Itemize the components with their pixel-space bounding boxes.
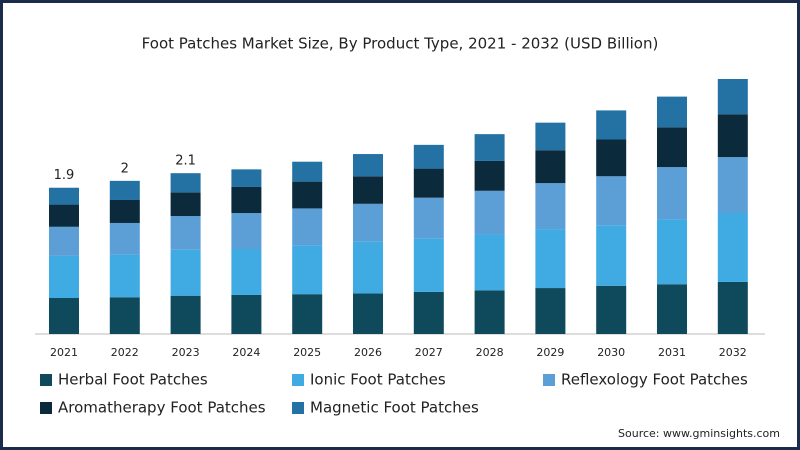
bar-segment	[596, 110, 627, 140]
bar-segment	[657, 96, 687, 128]
bar-segment	[170, 216, 201, 250]
bar-segment	[49, 298, 79, 334]
bar-segment	[717, 79, 748, 115]
legend-swatch	[292, 374, 304, 386]
bar-segment	[474, 190, 505, 235]
x-tick-label: 2030	[597, 346, 625, 359]
bar-segment	[657, 284, 687, 334]
bar-segment	[353, 241, 383, 294]
legend-label: Magnetic Foot Patches	[310, 399, 479, 417]
bar-segment	[231, 169, 262, 187]
bar-segment	[413, 197, 444, 239]
bar-segment	[109, 222, 140, 255]
bar-segment	[49, 204, 79, 227]
x-tick-label: 2023	[172, 346, 200, 359]
bar-segment	[717, 114, 748, 158]
bar-segment	[170, 295, 201, 334]
bar-segment	[49, 255, 79, 299]
bar-segment	[474, 290, 505, 334]
bar-segment	[353, 293, 383, 334]
x-tick-label: 2032	[719, 346, 747, 359]
total-label: 2.1	[175, 154, 196, 169]
bar-segment	[657, 167, 687, 220]
bar-segment	[353, 176, 383, 204]
bar-segment	[717, 281, 748, 334]
bar-segment	[231, 213, 262, 249]
bar-segment	[109, 254, 140, 298]
bar-segment	[535, 122, 566, 151]
bar-segment	[535, 288, 566, 334]
legend-swatch	[40, 402, 52, 414]
x-tick-label: 2026	[354, 346, 382, 359]
legend-label: Ionic Foot Patches	[310, 371, 446, 389]
bar-segment	[596, 285, 627, 334]
bar-segment	[170, 249, 201, 296]
bar-segment	[413, 168, 444, 198]
bar-segment	[474, 234, 505, 291]
legend-label: Aromatherapy Foot Patches	[58, 399, 266, 417]
bar-segment	[657, 219, 687, 285]
bar-segment	[231, 294, 262, 334]
x-tick-label: 2022	[111, 346, 139, 359]
bar-segment	[170, 192, 201, 217]
x-tick-label: 2021	[50, 346, 78, 359]
bar-segment	[596, 176, 627, 226]
bar-segment	[535, 229, 566, 289]
bar-segment	[535, 150, 566, 184]
bar-segment	[596, 225, 627, 286]
bar-segment	[109, 199, 140, 223]
bar-segment	[292, 208, 323, 246]
bar-segment	[413, 291, 444, 334]
x-tick-label: 2028	[476, 346, 504, 359]
total-label: 1.9	[54, 168, 75, 183]
bar-segment	[413, 238, 444, 292]
x-tick-label: 2024	[232, 346, 260, 359]
bar-segment	[474, 160, 505, 191]
bar-segment	[231, 186, 262, 214]
legend-label: Reflexology Foot Patches	[561, 371, 748, 389]
bar-segment	[717, 157, 748, 214]
bar-segment	[474, 134, 505, 161]
bar-segment	[657, 127, 687, 168]
bar-segment	[170, 173, 201, 193]
bar-segment	[292, 161, 323, 182]
bar-segment	[292, 294, 323, 334]
bar-segment	[109, 180, 140, 200]
x-tick-label: 2025	[293, 346, 321, 359]
bar-segment	[109, 297, 140, 334]
bar-segment	[535, 183, 566, 230]
bar-segment	[353, 154, 383, 177]
source: Source: www.gminsights.com	[618, 427, 780, 440]
bar-segment	[596, 139, 627, 177]
bar-segment	[292, 245, 323, 295]
chart-title: Foot Patches Market Size, By Product Typ…	[142, 35, 659, 53]
bar-segment	[717, 213, 748, 282]
bar-segment	[49, 187, 79, 205]
bar-segment	[413, 144, 444, 169]
bar-segment	[292, 181, 323, 209]
legend-swatch	[543, 374, 555, 386]
bar-segment	[49, 226, 79, 256]
bar-segment	[353, 203, 383, 242]
total-label: 2	[121, 161, 129, 176]
legend-label: Herbal Foot Patches	[58, 371, 208, 389]
x-tick-label: 2027	[415, 346, 443, 359]
bar-segment	[231, 249, 262, 295]
legend-swatch	[292, 402, 304, 414]
x-tick-label: 2031	[658, 346, 686, 359]
legend-swatch	[40, 374, 52, 386]
x-tick-label: 2029	[536, 346, 564, 359]
